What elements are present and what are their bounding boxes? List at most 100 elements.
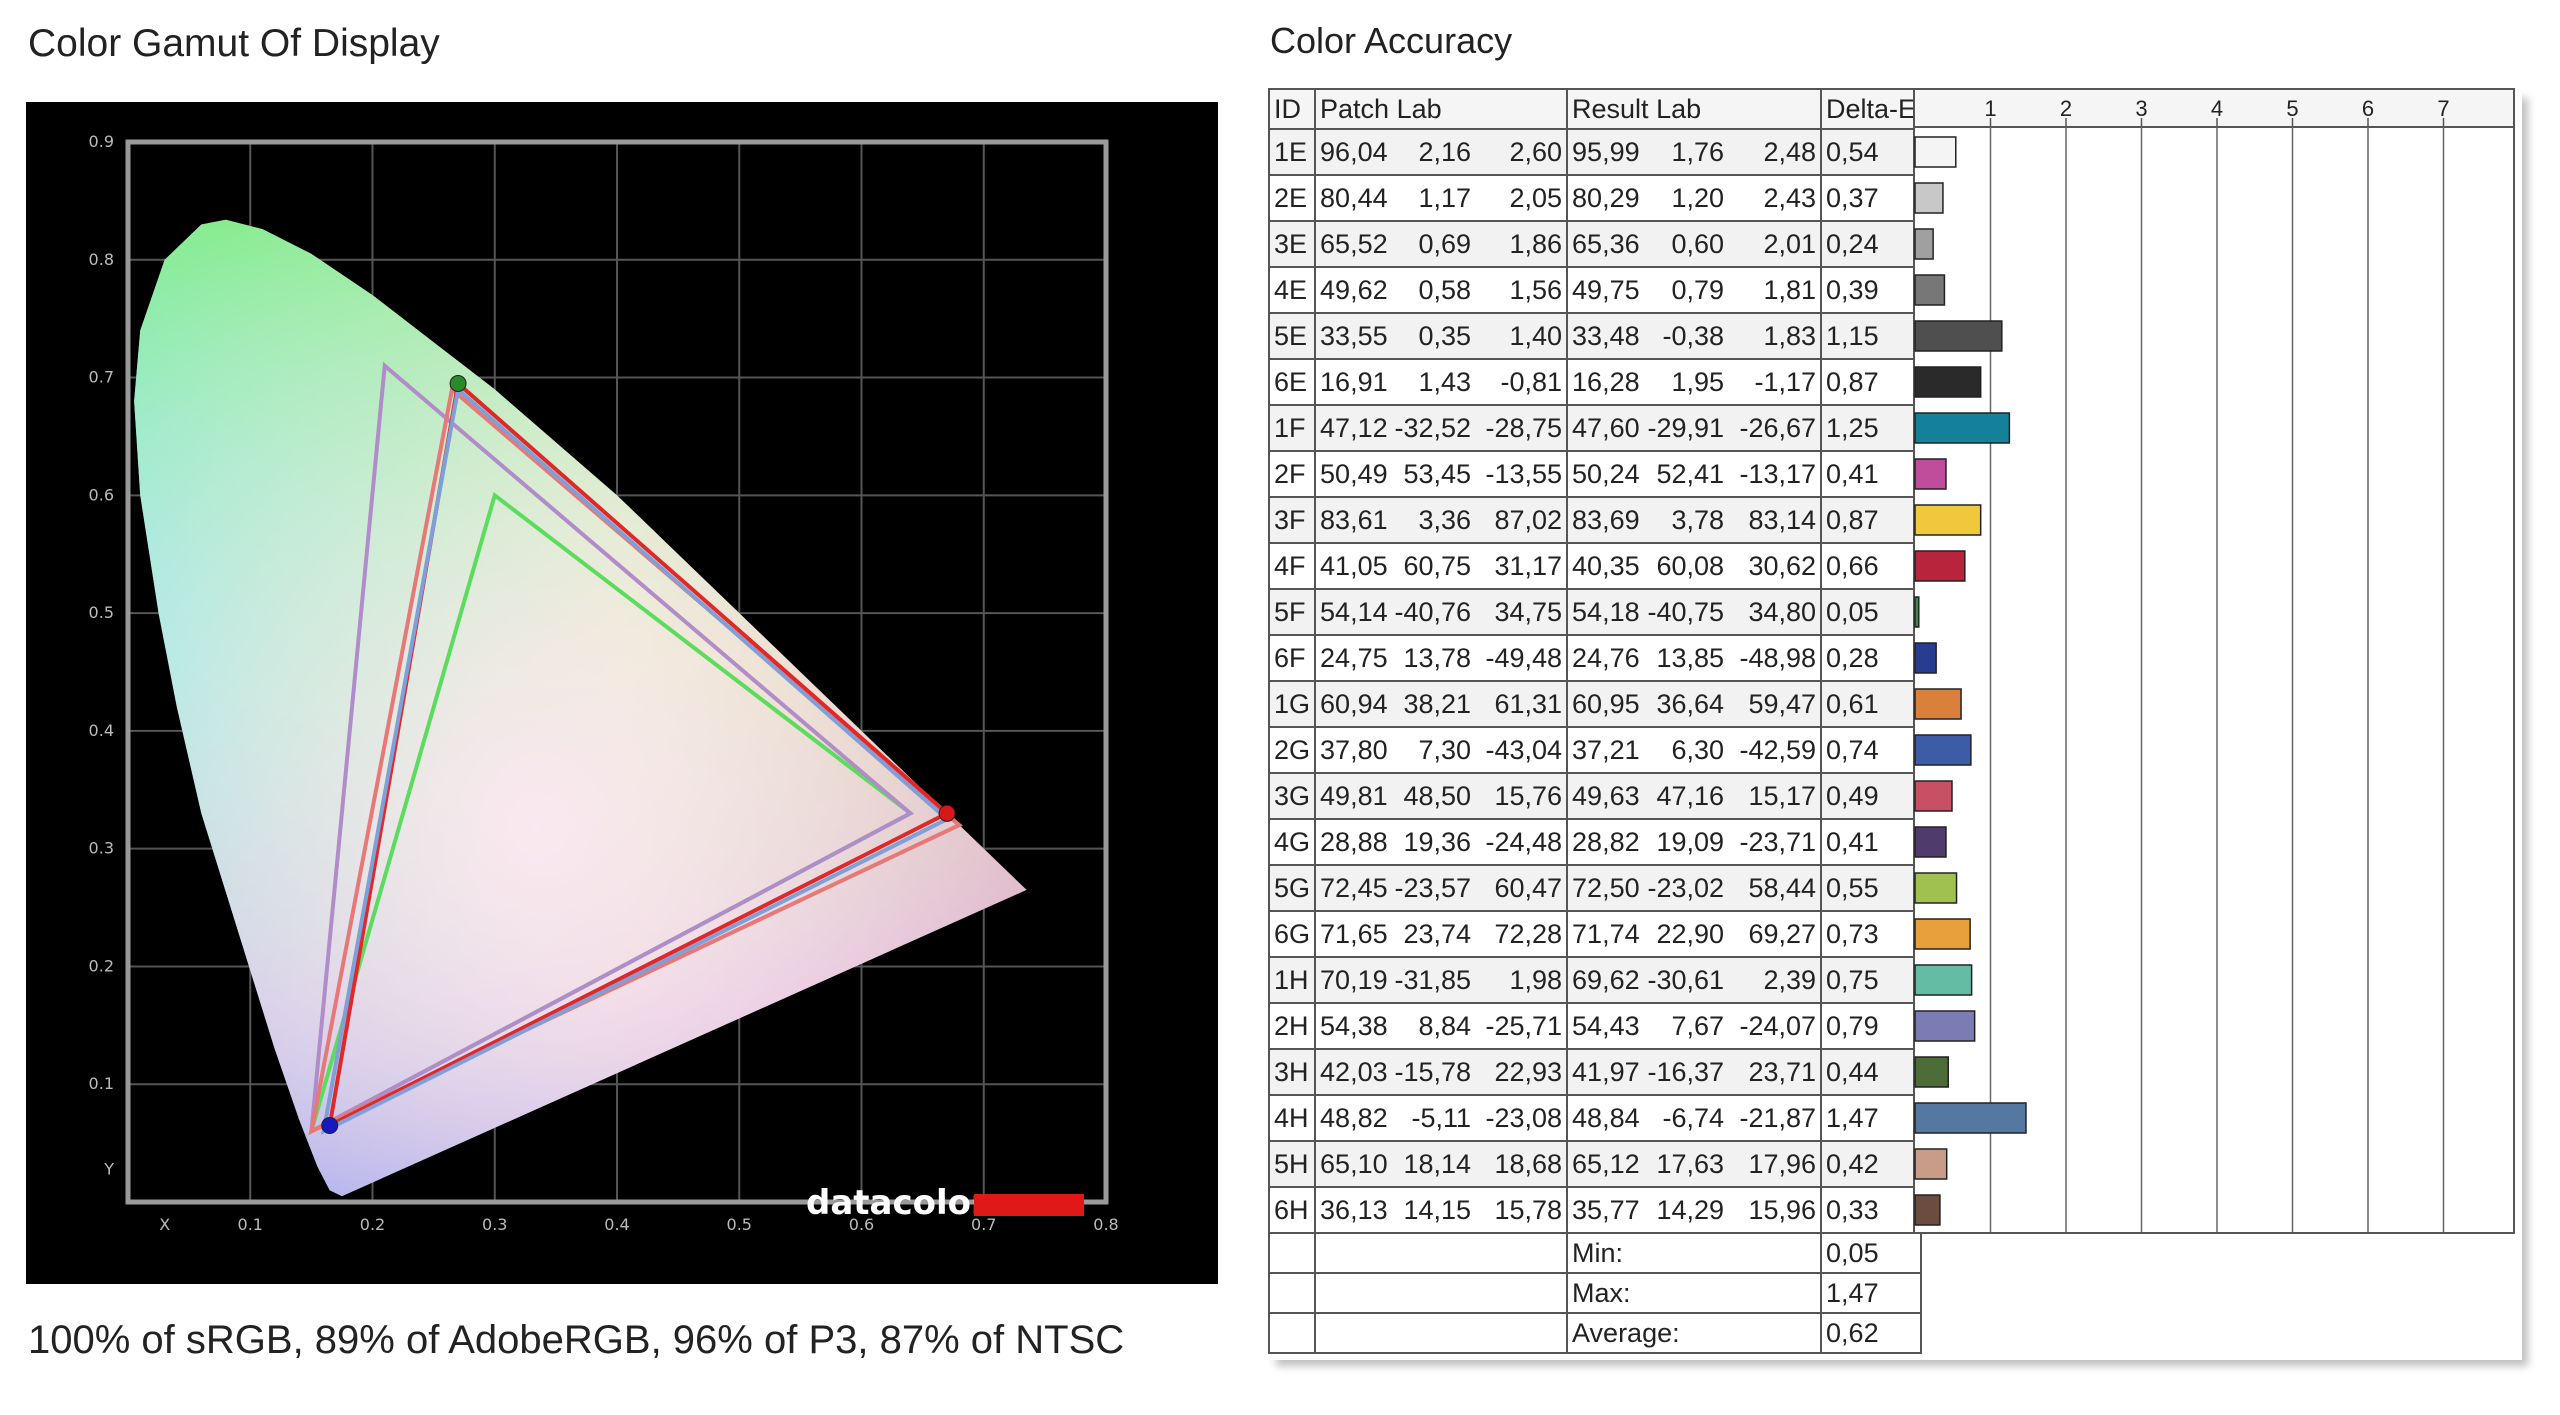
lab-value: 41,97 (1572, 1056, 1640, 1087)
gamut-axes: 0.9 0.8 0.7 0.6 0.5 0.4 0.3 0.2 0.1 Y X 0.1 0.2 0.3 0.… (89, 132, 1119, 1234)
table-row: 2E 80,44 1,17 2,05 80,29 1,20 2,43 0,37 (1267, 174, 1923, 222)
lab-value: 1,98 (1509, 964, 1563, 995)
lab-value: 54,18 (1572, 596, 1640, 627)
patch-lab-cell: 24,75 13,78 -49,48 (1314, 634, 1569, 682)
result-lab-cell: 69,62 -30,61 2,39 (1566, 956, 1823, 1004)
lab-value: 95,99 (1572, 136, 1640, 167)
row-id: 4F (1267, 542, 1317, 590)
gamut-triangle (320, 385, 951, 1135)
bar-tick-label: 3 (2135, 96, 2147, 121)
result-lab-cell: 49,63 47,16 15,17 (1566, 772, 1823, 820)
gamut-chart-svg: 0.9 0.8 0.7 0.6 0.5 0.4 0.3 0.2 0.1 Y X 0.1 0.2 0.3 0.… (89, 132, 1119, 1234)
delta-e-bar (1914, 964, 1973, 996)
result-lab-cell: 50,24 52,41 -13,17 (1566, 450, 1823, 498)
primary-marker (321, 1116, 339, 1134)
accuracy-title: Color Accuracy (1270, 20, 1513, 61)
row-id: 2F (1267, 450, 1317, 498)
lab-value: 31,17 (1494, 550, 1563, 581)
lab-value: 24,75 (1320, 642, 1388, 673)
plot-frame (125, 139, 1109, 1205)
delta-e-bar (1914, 458, 1947, 490)
lab-value: -0,81 (1500, 366, 1563, 397)
lab-value: 18,68 (1494, 1148, 1563, 1179)
lab-value: 1,17 (1418, 182, 1472, 213)
lab-value: 2,16 (1418, 136, 1472, 167)
gamut-triangles (308, 361, 963, 1136)
table-row: 4G 28,88 19,36 -24,48 28,82 19,09 -23,71 0,41 (1267, 818, 1923, 866)
lab-value: 19,09 (1656, 826, 1725, 857)
delta-e-bar (1914, 688, 1962, 720)
row-id: 1F (1267, 404, 1317, 452)
patch-lab-cell: 83,61 3,36 87,02 (1314, 496, 1569, 544)
lab-value: 2,39 (1763, 964, 1817, 995)
gamut-primary-markers (321, 374, 956, 1134)
delta-e-cell: 0,87 (1820, 496, 1923, 544)
lab-value: 1,76 (1671, 136, 1725, 167)
lab-value: 34,80 (1748, 596, 1817, 627)
spectral-locus (134, 219, 1027, 1197)
y-tick-label: 0.1 (89, 1074, 114, 1093)
patch-lab-cell: 41,05 60,75 31,17 (1314, 542, 1569, 590)
lab-value: 1,86 (1509, 228, 1563, 259)
delta-e-cell: 0,41 (1820, 450, 1923, 498)
lab-value: 48,84 (1572, 1102, 1640, 1133)
delta-e-bar (1914, 1148, 1948, 1180)
lab-value: 53,45 (1403, 458, 1472, 489)
table-row: 3F 83,61 3,36 87,02 83,69 3,78 83,14 0,87 (1267, 496, 1923, 544)
table-row: 1E 96,04 2,16 2,60 95,99 1,76 2,48 0,54 (1267, 128, 1923, 176)
lab-value: 17,63 (1656, 1148, 1725, 1179)
x-tick-label: 0.4 (604, 1215, 629, 1234)
result-lab-cell: 54,18 -40,75 34,80 (1566, 588, 1823, 636)
result-lab-cell: 37,21 6,30 -42,59 (1566, 726, 1823, 774)
delta-e-cell: 0,75 (1820, 956, 1923, 1004)
lab-value: -30,61 (1647, 964, 1725, 995)
lab-value: 40,35 (1572, 550, 1640, 581)
bar-tick-label: 6 (2362, 96, 2374, 121)
lab-value: -5,11 (1411, 1102, 1472, 1133)
lab-value: 30,62 (1748, 550, 1817, 581)
patch-lab-cell: 54,38 8,84 -25,71 (1314, 1002, 1569, 1050)
lab-value: 54,43 (1572, 1010, 1640, 1041)
delta-e-bar (1914, 734, 1972, 766)
x-tick-label: 0.7 (971, 1215, 996, 1234)
lab-value: -23,71 (1739, 826, 1817, 857)
lab-value: 7,30 (1418, 734, 1472, 765)
delta-e-cell: 0,44 (1820, 1048, 1923, 1096)
footer-row-min: Min: 0,05 (1267, 1232, 1923, 1274)
x-tick-label: 0.5 (727, 1215, 752, 1234)
lab-value: -24,48 (1485, 826, 1563, 857)
accuracy-header-row: ID Patch Lab Result Lab Delta-E (1267, 88, 1923, 130)
lab-value: 36,13 (1320, 1194, 1388, 1225)
patch-lab-cell: 54,14 -40,76 34,75 (1314, 588, 1569, 636)
result-lab-cell: 47,60 -29,91 -26,67 (1566, 404, 1823, 452)
lab-value: 23,71 (1748, 1056, 1817, 1087)
patch-lab-cell: 37,80 7,30 -43,04 (1314, 726, 1569, 774)
y-tick-label: 0.9 (89, 132, 114, 151)
lab-value: 47,16 (1656, 780, 1725, 811)
bar-tick-label: 2 (2060, 96, 2072, 121)
row-id: 5F (1267, 588, 1317, 636)
lab-value: 0,69 (1418, 228, 1472, 259)
table-row: 1H 70,19 -31,85 1,98 69,62 -30,61 2,39 0,75 (1267, 956, 1923, 1004)
lab-value: -13,55 (1485, 458, 1563, 489)
lab-value: 60,95 (1572, 688, 1640, 719)
lab-value: 49,63 (1572, 780, 1640, 811)
delta-e-cell: 0,24 (1820, 220, 1923, 268)
datacolor-logo: datacolor (806, 1183, 1084, 1223)
lab-value: 8,84 (1418, 1010, 1472, 1041)
lab-value: 19,36 (1403, 826, 1472, 857)
table-row: 2F 50,49 53,45 -13,55 50,24 52,41 -13,17 0,41 (1267, 450, 1923, 498)
lab-value: 33,48 (1572, 320, 1640, 351)
delta-e-bar (1914, 228, 1934, 260)
lab-value: 33,55 (1320, 320, 1388, 351)
header-result-lab: Result Lab (1566, 88, 1823, 130)
row-id: 1G (1267, 680, 1317, 728)
lab-value: 0,58 (1418, 274, 1472, 305)
lab-value: 47,60 (1572, 412, 1640, 443)
lab-value: -0,38 (1662, 320, 1725, 351)
result-lab-cell: 48,84 -6,74 -21,87 (1566, 1094, 1823, 1142)
lab-value: 65,10 (1320, 1148, 1388, 1179)
delta-e-cell: 0,73 (1820, 910, 1923, 958)
result-lab-cell: 65,12 17,63 17,96 (1566, 1140, 1823, 1188)
delta-e-cell: 0,61 (1820, 680, 1923, 728)
